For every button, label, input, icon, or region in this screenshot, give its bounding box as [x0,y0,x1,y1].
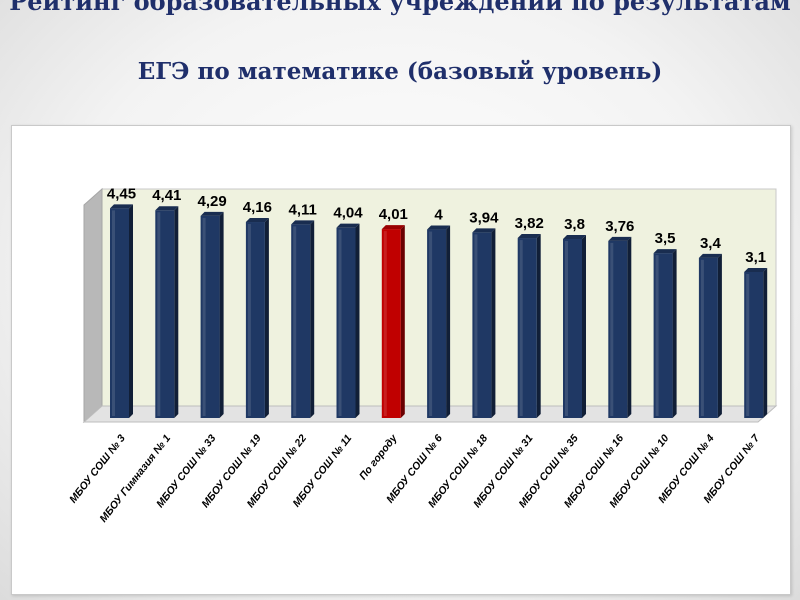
bar-front [653,253,673,418]
bars-group [110,204,768,418]
bar-side [672,249,677,418]
bar-top [291,220,315,225]
data-label: 3,1 [745,249,766,266]
bar-shine [112,210,115,416]
bar-side [536,234,541,418]
bar-top [563,234,586,239]
bar-shine [429,231,433,416]
bar-side [219,211,224,418]
slide-title-top: Рейтинг образовательных учреждений по ре… [9,0,791,16]
bar-top [472,228,496,233]
bar-side [446,225,451,418]
bar-front [200,215,220,418]
bar-top [744,267,768,272]
bar-top [245,218,269,223]
category-label: По городу [357,432,400,483]
data-label: 4,11 [289,201,317,218]
bar-side [582,234,586,418]
bar-side [763,267,768,418]
data-label: 4,16 [243,199,272,216]
bar-front [381,229,401,418]
bar-front [291,224,311,418]
data-label: 4,45 [107,185,136,202]
bar [517,234,541,418]
bar [608,236,632,418]
bar-shine [519,240,523,416]
bar [291,220,315,418]
bar-top [427,225,451,230]
bar-front [744,271,764,418]
bar-shine [700,259,704,416]
bar-shine [293,226,297,416]
bar-top [517,234,541,239]
bar-top [110,204,133,209]
plot-left-wall [83,187,103,424]
bar-front [698,257,718,418]
data-label: 3,76 [605,218,634,235]
data-label: 4,29 [197,193,226,210]
bar [653,249,677,418]
value-labels-group: 4,45 4,41 4,29 4,16 4,11 4,04 4,01 4 3,94 3,82 3,8… [107,185,766,266]
data-label: 3,8 [564,216,585,233]
bar [245,218,269,418]
bar [155,206,179,418]
chart-frame: 4,45 4,41 4,29 4,16 4,11 4,04 4,01 4 3,94 3,82 3,8… [11,125,791,595]
bar-shine [565,240,568,416]
bar [472,228,496,418]
bar-front [155,210,175,418]
bar [744,267,768,418]
bar [381,225,405,418]
bar-shine [610,242,614,416]
data-label: 4 [434,207,443,224]
bar-front [245,222,265,418]
bar-top [155,206,179,211]
data-label: 4,01 [379,206,408,223]
data-label: 3,4 [700,235,722,252]
bar-shine [338,229,342,416]
data-label: 4,41 [152,187,181,204]
bar-front [563,238,582,418]
bar-side [491,228,496,418]
data-label: 3,5 [655,230,676,247]
bar-front [608,240,628,418]
bar-side [310,220,315,418]
bar-front [336,227,356,418]
bar-front [517,238,537,418]
bar-shine [746,273,750,416]
bar-top [336,223,360,228]
bar-top [381,225,405,230]
data-label: 4,04 [333,205,363,222]
bar [336,223,360,418]
bar-front [427,229,447,418]
data-label: 3,94 [469,209,499,226]
bar-shine [202,217,206,416]
bar-side [355,223,360,418]
bar [563,234,586,418]
bar-side [717,253,722,418]
bar-top [608,236,632,241]
data-label: 3,82 [515,215,544,232]
bar-side [174,206,179,418]
bar-front [110,208,129,418]
bar [427,225,451,418]
bar-side [129,204,133,418]
bar-shine [474,234,478,416]
bar-shine [383,231,387,416]
bar-top [698,253,722,258]
bar-side [627,236,632,418]
bar-top [200,211,224,216]
bar-top [653,249,677,254]
bar-side [400,225,405,418]
bar [698,253,722,418]
bar-front [472,232,492,418]
bar [110,204,133,418]
bar-shine [157,212,161,416]
bar-chart: 4,45 4,41 4,29 4,16 4,11 4,04 4,01 4 3,94 3,82 3,8… [67,185,778,525]
bar-shine [247,224,251,416]
slide-title: ЕГЭ по математике (базовый уровень) [137,58,663,85]
bar-shine [655,255,659,416]
bar [200,211,224,418]
bar-side [264,218,269,418]
